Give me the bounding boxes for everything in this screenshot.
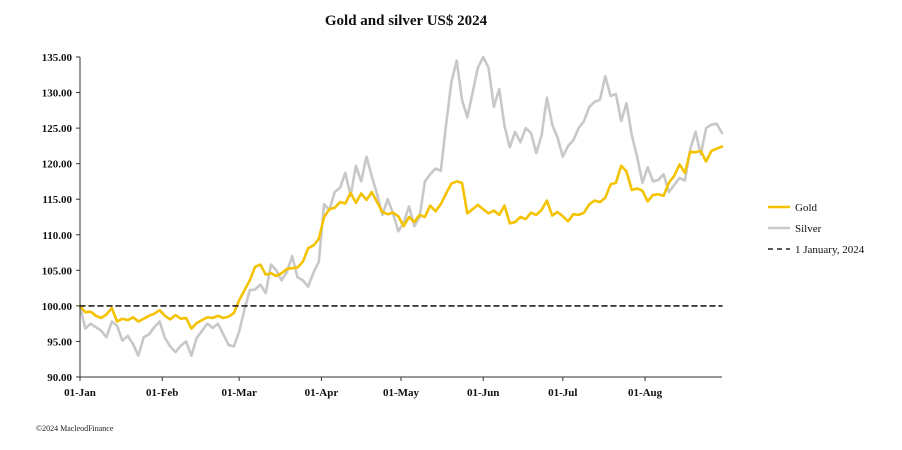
y-tick-label: 120.00 [42,159,73,171]
y-tick-label: 135.00 [42,52,73,64]
copyright-footer: ©2024 MacleodFinance [36,424,114,433]
legend-label-silver: Silver [795,223,822,235]
series-line-silver [78,55,724,357]
axes: 90.00 95.00 100.00 105.00 110.00 115.00 120.00… [42,52,722,399]
x-tick-label: 01-Apr [305,387,339,399]
x-tick-label: 01-Aug [628,387,663,399]
x-tick-label: 01-Mar [221,387,257,399]
x-tick-label: 01-Jun [467,387,499,399]
y-tick-label: 110.00 [42,230,72,242]
y-tick-label: 100.00 [42,301,73,313]
x-tick-label: 01-Jan [64,387,96,399]
legend-label-gold: Gold [795,202,818,214]
y-tick-label: 95.00 [47,336,72,348]
y-tick-label: 105.00 [42,265,73,277]
x-tick-label: 01-Jul [548,387,577,399]
y-tick-label: 130.00 [42,88,73,100]
x-tick-label: 01-Feb [146,387,178,399]
legend-label-1-january-2024: 1 January, 2024 [795,244,865,256]
y-tick-label: 115.00 [42,194,72,206]
x-tick-label: 01-May [383,387,420,399]
plot-area [78,55,724,357]
chart-title: Gold and silver US$ 2024 [325,13,488,29]
y-tick-label: 90.00 [47,372,72,384]
series-line-gold [78,145,724,330]
legend: Gold Silver 1 January, 2024 [768,202,865,256]
y-tick-label: 125.00 [42,123,73,135]
